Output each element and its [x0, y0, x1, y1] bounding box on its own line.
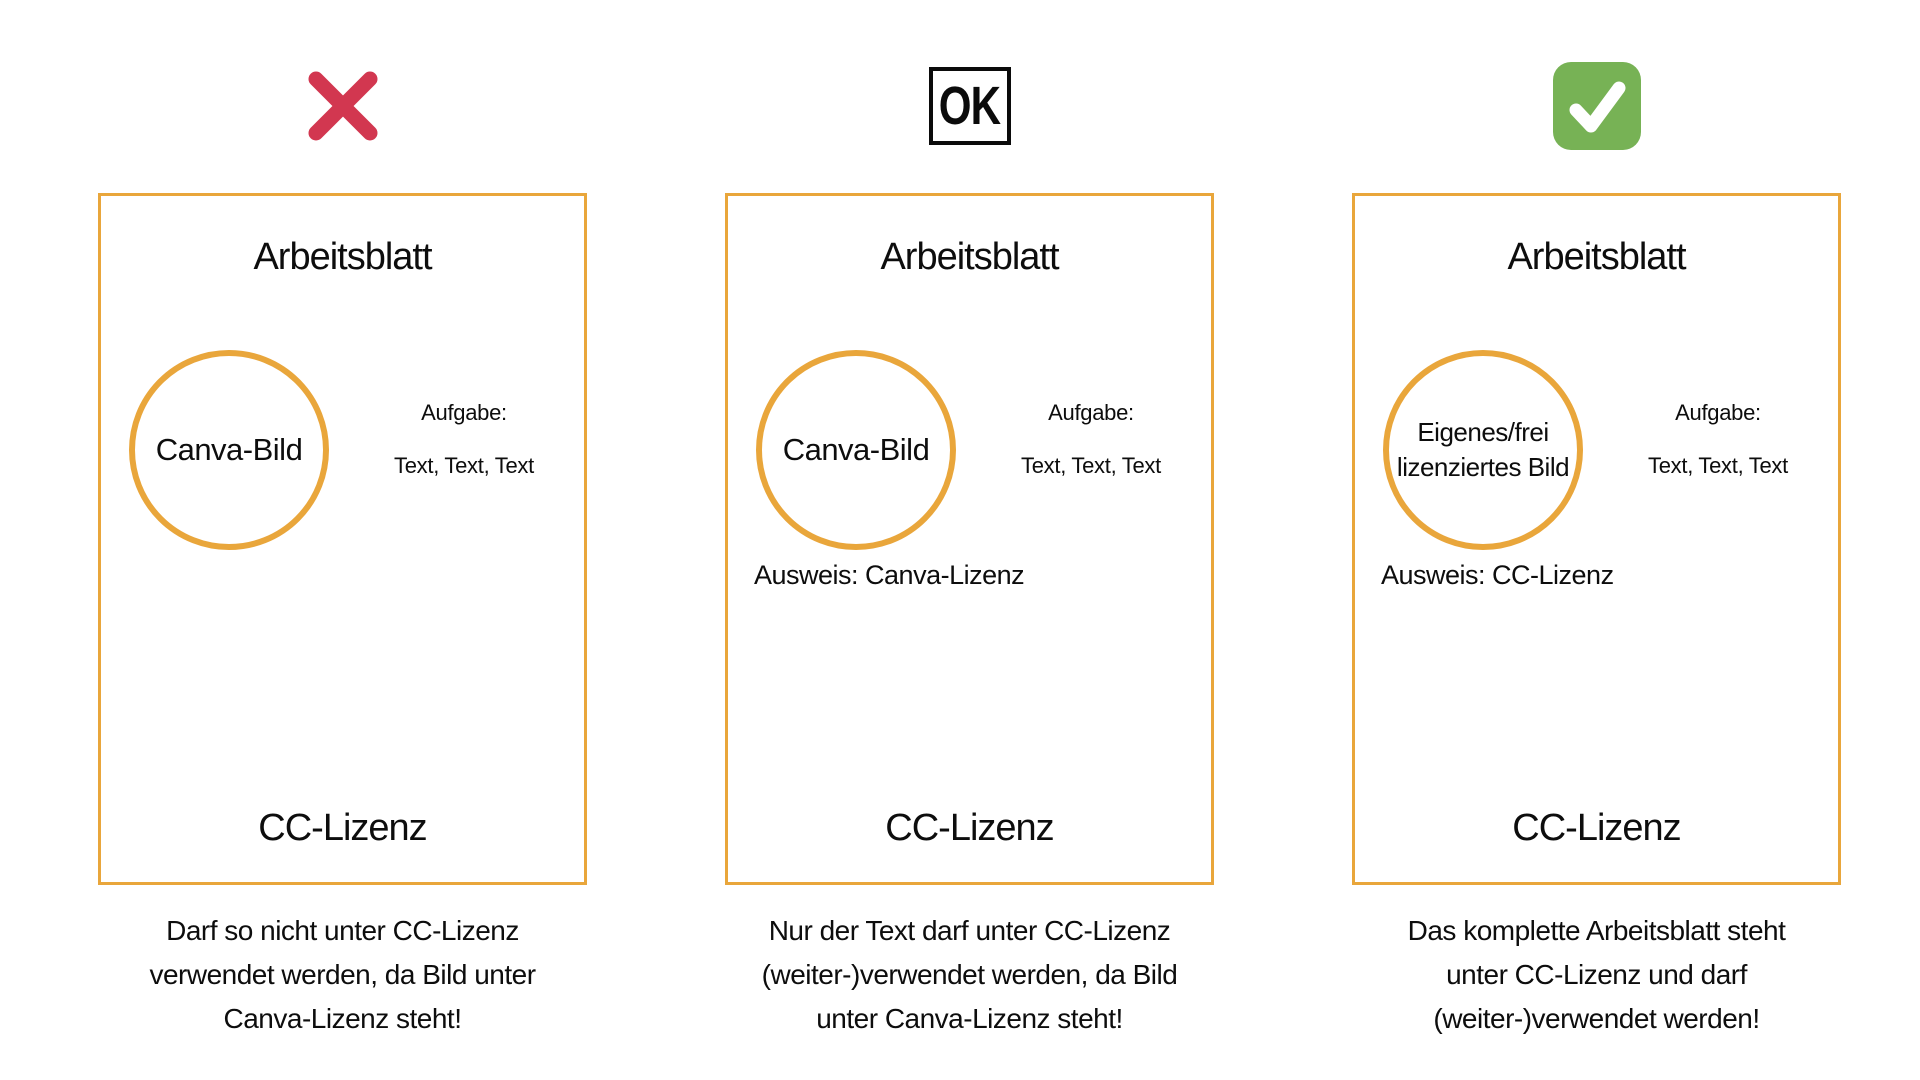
worksheet-card: Arbeitsblatt Canva-Bild Aufgabe: Text, T…: [725, 193, 1214, 885]
cross-icon: [308, 71, 377, 140]
image-circle-label: Canva-Bild: [155, 432, 303, 468]
worksheet-card: Arbeitsblatt Canva-Bild Aufgabe: Text, T…: [98, 193, 587, 885]
task-text: Text, Text, Text: [394, 453, 534, 478]
image-placeholder-circle: Eigenes/frei lizenziertes Bild: [1383, 350, 1583, 550]
ok-badge-label: OK: [938, 75, 1001, 136]
image-circle-label: Eigenes/frei lizenziertes Bild: [1396, 416, 1570, 482]
panel-caption: Das komplette Arbeitsblatt steht unter C…: [1407, 915, 1786, 1034]
task-block: Aufgabe: Text, Text, Text: [349, 400, 579, 479]
status-icon-row: [1352, 0, 1841, 193]
task-text: Text, Text, Text: [1021, 453, 1161, 478]
worksheet-title: Arbeitsblatt: [253, 236, 432, 278]
check-icon: [1552, 61, 1641, 150]
license-note: Ausweis: Canva-Lizenz: [754, 560, 1025, 590]
panel-ok-with-restrictions: OK Arbeitsblatt Canva-Bild Aufgabe: Text…: [725, 0, 1214, 1041]
task-label: Aufgabe:: [1675, 400, 1761, 425]
worksheet-license-footer: CC-Lizenz: [1512, 807, 1681, 849]
worksheet-title: Arbeitsblatt: [880, 236, 1059, 278]
status-icon-row: OK: [725, 0, 1214, 193]
image-placeholder-circle: Canva-Bild: [756, 350, 956, 550]
worksheet-card: Arbeitsblatt Eigenes/frei lizenziertes B…: [1352, 193, 1841, 885]
worksheet-license-footer: CC-Lizenz: [885, 807, 1054, 849]
check-mark-glyph: [1569, 81, 1625, 132]
task-text: Text, Text, Text: [1648, 453, 1788, 478]
panel-allowed: Arbeitsblatt Eigenes/frei lizenziertes B…: [1352, 0, 1841, 1041]
worksheet-license-footer: CC-Lizenz: [258, 807, 427, 849]
panel-caption: Darf so nicht unter CC-Lizenz verwendet …: [149, 915, 536, 1034]
image-circle-label: Canva-Bild: [782, 432, 930, 468]
panel-not-allowed: Arbeitsblatt Canva-Bild Aufgabe: Text, T…: [98, 0, 587, 1041]
status-icon-row: [98, 0, 587, 193]
task-block: Aufgabe: Text, Text, Text: [1603, 400, 1833, 479]
worksheet-title: Arbeitsblatt: [1507, 236, 1686, 278]
task-label: Aufgabe:: [1048, 400, 1134, 425]
image-placeholder-circle: Canva-Bild: [129, 350, 329, 550]
ok-badge-icon: OK: [928, 66, 1011, 145]
task-block: Aufgabe: Text, Text, Text: [976, 400, 1206, 479]
license-note: Ausweis: CC-Lizenz: [1381, 560, 1614, 590]
task-label: Aufgabe:: [421, 400, 507, 425]
panel-caption: Nur der Text darf unter CC-Lizenz (weite…: [761, 915, 1178, 1034]
